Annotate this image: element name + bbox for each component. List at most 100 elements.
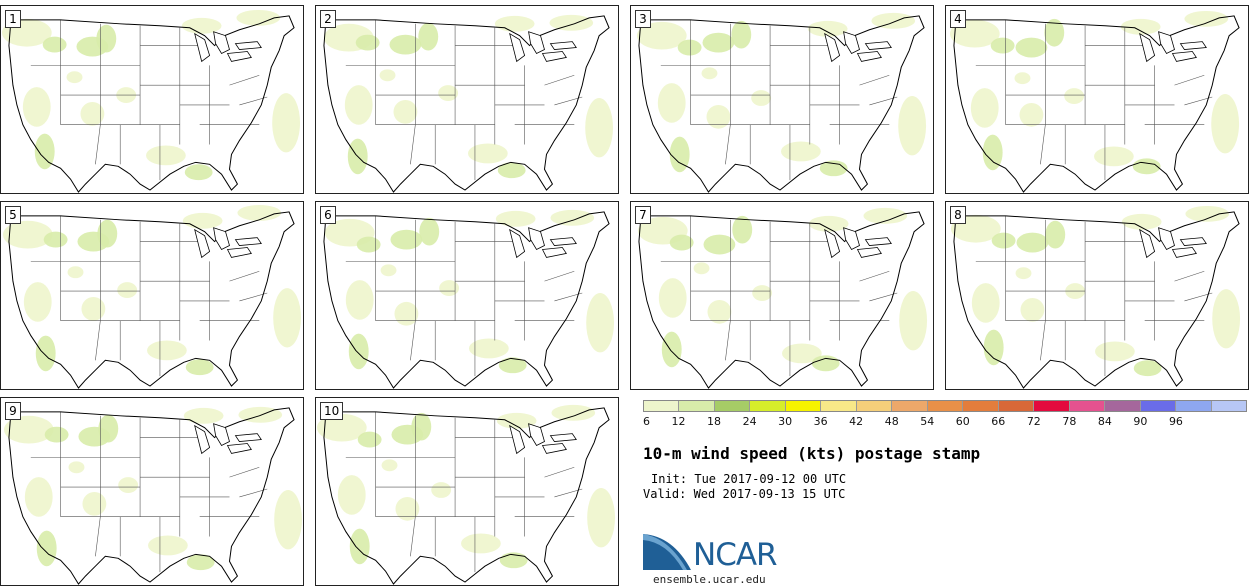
wind-patch [82, 491, 107, 516]
wind-patch [1045, 220, 1066, 249]
wind-patch [184, 164, 213, 181]
wind-patch [499, 552, 528, 569]
colorbar-segment [856, 401, 893, 411]
wind-patch [661, 331, 682, 368]
member-number: 9 [5, 402, 21, 420]
colorbar-segment [963, 401, 999, 411]
wind-patch [732, 215, 753, 244]
wind-patch [418, 22, 439, 51]
colorbar-tick-label: 6 [643, 415, 650, 428]
wind-patch [394, 301, 419, 326]
wind-patch [3, 415, 54, 444]
wind-patch [636, 21, 687, 50]
colorbar-tick-label: 36 [813, 415, 828, 428]
wind-patch [1015, 267, 1032, 280]
map-panel: 10 [315, 397, 619, 586]
wind-patch [1211, 94, 1240, 154]
wind-patch [983, 329, 1004, 366]
wind-patch [395, 496, 420, 521]
wind-patch [97, 219, 118, 248]
wind-patch [274, 490, 303, 550]
wind-patch [98, 414, 119, 443]
colorbar-tick-label: 60 [955, 415, 970, 428]
wind-patch [982, 134, 1003, 171]
map-panel: 5 [0, 201, 304, 390]
wind-patch [236, 9, 281, 26]
member-number: 2 [320, 10, 336, 28]
wind-patch [23, 282, 52, 322]
wind-patch [147, 340, 187, 361]
wind-patch [439, 280, 460, 296]
wind-patch [677, 39, 702, 56]
wind-patch [389, 34, 422, 55]
colorbar-segment [679, 401, 715, 411]
us-map [3, 406, 303, 585]
wind-patch [706, 104, 731, 129]
us-map [1, 9, 301, 193]
wind-patch [419, 217, 440, 246]
wind-patch [1120, 18, 1161, 35]
wind-patch [67, 266, 84, 279]
wind-patch [1019, 102, 1044, 127]
map-panel: 3 [630, 5, 934, 194]
wind-patch [495, 210, 536, 227]
site-url: ensemble.ucar.edu [653, 573, 766, 586]
colorbar-segment [1140, 401, 1177, 411]
wind-patch [1064, 88, 1085, 104]
wind-patch [355, 34, 380, 51]
map-panel: 4 [945, 5, 1249, 194]
init-time: Init: Tue 2017-09-12 00 UTC [651, 472, 847, 486]
chart-title: 10-m wind speed (kts) postage stamp [643, 444, 981, 463]
wind-patch [2, 220, 53, 249]
wind-patch [811, 355, 840, 372]
wind-patch [971, 283, 1000, 323]
wind-patch [148, 535, 188, 556]
wind-patch [586, 293, 615, 353]
colorbar-segment [1176, 401, 1212, 411]
wind-patch [808, 215, 849, 232]
wind-patch [702, 32, 735, 53]
wind-patch [657, 83, 686, 123]
ncar-logo-icon [643, 534, 691, 570]
wind-patch [35, 335, 56, 372]
map-panel: 7 [630, 201, 934, 390]
wind-patch [68, 461, 85, 474]
wind-patch [34, 133, 55, 170]
us-map [323, 209, 615, 389]
wind-patch [863, 207, 908, 224]
colorbar-tick-label: 84 [1097, 415, 1112, 428]
member-number: 4 [950, 10, 966, 28]
wind-patch [819, 160, 848, 177]
wind-patch [96, 24, 117, 53]
colorbar-tick-label: 24 [742, 415, 757, 428]
wind-patch [117, 282, 138, 298]
us-map [2, 204, 302, 389]
wind-patch [1133, 360, 1162, 377]
colorbar-tick-label: 12 [671, 415, 686, 428]
member-number: 10 [320, 402, 344, 420]
colorbar-segment [714, 401, 751, 411]
wind-patch [807, 20, 848, 37]
member-number: 6 [320, 206, 336, 224]
wind-patch [66, 71, 83, 84]
wind-patch [990, 37, 1015, 54]
wind-patch [1044, 18, 1065, 47]
member-number: 7 [635, 206, 651, 224]
wind-patch [273, 288, 302, 348]
ncar-logo-text: NCAR [693, 537, 778, 573]
wind-patch [461, 533, 501, 554]
wind-patch [1020, 297, 1045, 322]
map-panel: 8 [945, 201, 1249, 390]
wind-patch [669, 136, 690, 173]
colorbar-tick-label: 48 [884, 415, 899, 428]
map-panel: 9 [0, 397, 304, 586]
wind-patch [1015, 37, 1048, 58]
colorbar-segment [785, 401, 822, 411]
wind-patch [1016, 232, 1049, 253]
member-number: 8 [950, 206, 966, 224]
wind-patch [356, 236, 381, 253]
wind-patch [1184, 10, 1229, 27]
wind-patch [337, 475, 366, 515]
us-map [949, 10, 1240, 193]
member-number: 3 [635, 10, 651, 28]
